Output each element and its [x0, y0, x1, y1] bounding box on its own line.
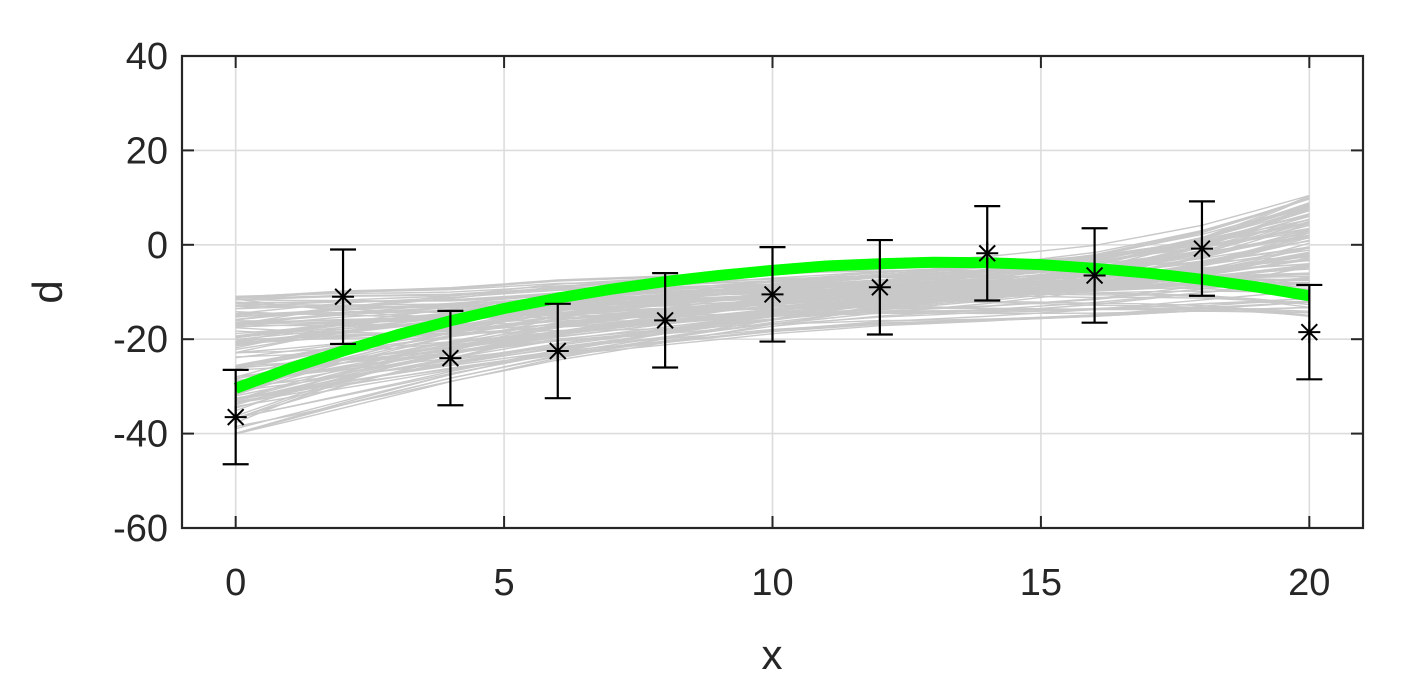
- marker-stroke: [1300, 323, 1318, 341]
- x-tick-labels: 0 5 10 15 20: [225, 562, 1330, 604]
- y-tick-label: 20: [126, 130, 168, 172]
- marker-stroke: [978, 244, 996, 262]
- x-tick-label: 10: [751, 562, 793, 604]
- marker-stroke: [763, 285, 782, 303]
- data-point-marker: [761, 283, 784, 306]
- markers-group: [224, 237, 1321, 429]
- x-tick-label: 15: [1020, 562, 1062, 604]
- data-point-marker: [1083, 264, 1106, 287]
- marker-stroke: [441, 349, 460, 367]
- y-tick-label: -60: [113, 508, 168, 550]
- data-point-marker: [1298, 321, 1321, 344]
- x-tick-label: 0: [225, 562, 246, 604]
- x-tick-label: 5: [494, 562, 515, 604]
- x-tick-label: 20: [1288, 562, 1330, 604]
- y-tick-label: 0: [147, 225, 168, 267]
- data-point-marker: [546, 340, 569, 362]
- data-point-marker: [332, 285, 355, 308]
- data-point-marker: [224, 406, 247, 429]
- data-point-marker: [654, 309, 677, 332]
- marker-stroke: [871, 278, 889, 296]
- marker-stroke: [334, 288, 352, 306]
- data-point-marker: [976, 242, 999, 265]
- y-tick-label: -20: [113, 319, 168, 361]
- data-point-marker: [868, 276, 891, 299]
- data-point-marker: [1190, 237, 1213, 260]
- marker-stroke: [227, 408, 245, 426]
- y-tick-label: -40: [113, 414, 168, 456]
- marker-stroke: [549, 342, 567, 360]
- y-tick-labels: -60 -40 -20 0 20 40: [113, 36, 168, 550]
- ticks-group: [182, 55, 1363, 529]
- data-point-marker: [439, 347, 462, 370]
- x-axis-label: x: [762, 631, 783, 678]
- marker-stroke: [1085, 266, 1104, 285]
- marker-stroke: [656, 311, 674, 329]
- y-tick-label: 40: [126, 36, 168, 78]
- marker-stroke: [1193, 239, 1211, 258]
- y-axis-label: d: [24, 280, 71, 303]
